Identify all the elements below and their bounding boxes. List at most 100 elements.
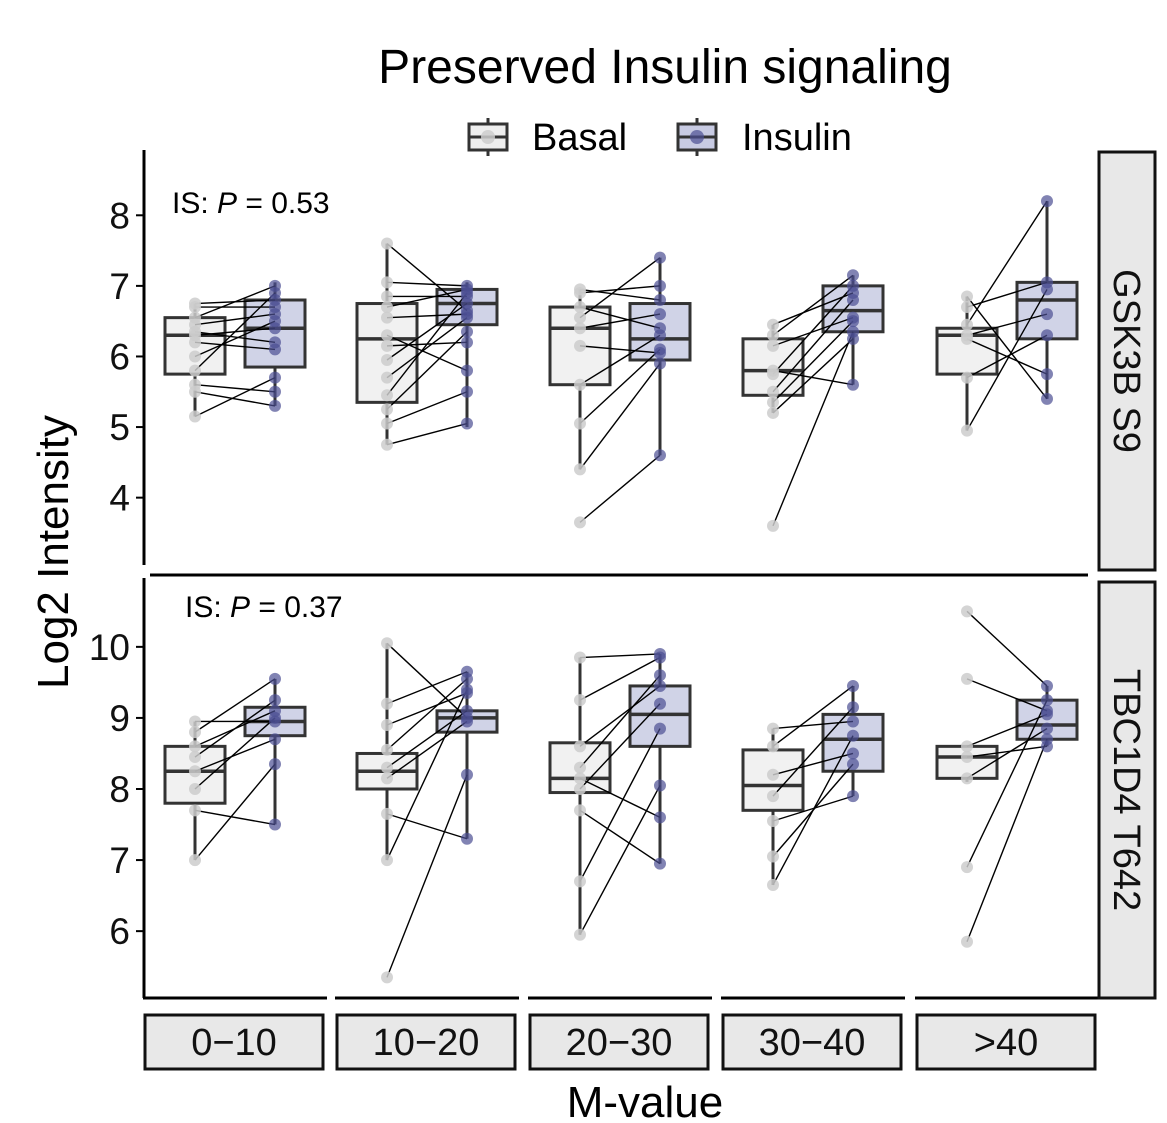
basal-point <box>574 783 586 795</box>
insulin-point <box>269 672 281 685</box>
basal-point <box>767 850 779 863</box>
facet-strip-col-label: 30−40 <box>759 1022 866 1064</box>
insulin-point <box>1041 679 1053 692</box>
basal-point <box>574 875 586 888</box>
basal-point <box>189 783 201 795</box>
insulin-box <box>628 684 692 748</box>
facet-strip-col <box>335 1013 517 1071</box>
facet-strip-col-label: 0−10 <box>191 1022 277 1064</box>
basal-point <box>767 722 779 735</box>
facet-strip-col <box>528 1013 710 1071</box>
insulin-point <box>847 378 859 391</box>
pair-line <box>386 720 468 779</box>
pair-line <box>772 685 854 747</box>
pair-line <box>772 331 854 527</box>
pair-line <box>966 296 1048 400</box>
y-axis-label: Log2 Intensity <box>29 415 78 689</box>
basal-point <box>767 406 779 419</box>
basal-point <box>767 878 779 891</box>
insulin-point <box>1041 329 1053 342</box>
pair-line <box>579 334 661 386</box>
basal-point <box>189 854 201 867</box>
legend-insulin-label: Insulin <box>742 117 852 159</box>
insulin-point <box>269 399 281 412</box>
basal-point <box>381 329 393 342</box>
pair-line <box>194 320 276 358</box>
basal-point <box>574 516 586 529</box>
legend-item-basal: Basal <box>467 117 627 159</box>
basal-point <box>189 378 201 391</box>
pair-line <box>386 689 468 861</box>
insulin-point <box>654 669 666 682</box>
basal-point <box>961 290 973 303</box>
basal-point <box>381 854 393 867</box>
pair-line <box>966 610 1048 687</box>
insulin-point <box>654 449 666 462</box>
insulin-point <box>1041 195 1053 208</box>
pair-line <box>579 674 661 769</box>
basal-point <box>381 339 393 352</box>
legend-insulin-point <box>690 130 704 144</box>
pair-line <box>386 774 468 978</box>
insulin-point <box>461 832 473 845</box>
insulin-point <box>847 679 859 692</box>
pair-line <box>772 292 854 326</box>
pair-line <box>386 288 468 308</box>
basal-point <box>189 765 201 778</box>
insulin-point <box>847 747 859 760</box>
basal-point <box>381 743 393 756</box>
basal-point <box>189 311 201 324</box>
insulin-point <box>461 336 473 349</box>
insulin-point <box>654 647 666 660</box>
plot-area: 4 5 6 7 8 GSK3B S9 IS: P = 0.53 6 7 8 9 10 TBC1D4 T6… <box>89 150 1157 1071</box>
pair-line <box>194 391 276 407</box>
pair-line <box>579 454 661 523</box>
insulin-point <box>654 722 666 735</box>
pair-line <box>386 422 468 446</box>
y-tick-label: 10 <box>89 627 130 668</box>
insulin-point <box>654 357 666 370</box>
pair-line <box>966 281 1048 308</box>
pair-line <box>386 813 468 840</box>
basal-point <box>767 339 779 352</box>
legend-item-insulin: Insulin <box>676 117 852 159</box>
y-tick-label: 6 <box>109 336 130 377</box>
pair-line <box>772 369 854 386</box>
pair-line <box>772 752 854 776</box>
facet-strip-col <box>915 1013 1097 1071</box>
insulin-point <box>461 385 473 398</box>
pair-line <box>579 777 661 819</box>
basal-point <box>767 814 779 827</box>
insulin-point <box>847 286 859 299</box>
pair-line <box>386 692 468 726</box>
insulin-point <box>269 294 281 306</box>
pair-line <box>194 313 276 326</box>
insulin-point <box>269 385 281 398</box>
basal-point <box>574 283 586 296</box>
insulin-point <box>269 694 281 707</box>
basal-point <box>381 719 393 732</box>
y-tick-label: 7 <box>109 840 130 881</box>
pair-line <box>772 274 854 336</box>
basal-point <box>961 318 973 331</box>
pair-line <box>579 288 661 301</box>
basal-point <box>381 971 393 984</box>
pair-line <box>386 391 468 425</box>
basal-point <box>767 329 779 342</box>
basal-point <box>961 861 973 874</box>
x-axis-label: M-value <box>567 1078 724 1123</box>
pair-line <box>386 341 468 347</box>
pair-line <box>579 363 661 470</box>
y-tick-label: 7 <box>109 266 130 307</box>
basal-point <box>381 389 393 402</box>
pair-line <box>772 338 854 414</box>
insulin-point <box>654 697 666 710</box>
insulin-point <box>269 279 281 292</box>
basal-point <box>381 761 393 774</box>
insulin-point <box>1041 740 1053 753</box>
basal-point <box>381 354 393 366</box>
insulin-point <box>461 665 473 678</box>
pair-line <box>772 795 854 822</box>
basal-point <box>961 371 973 384</box>
basal-point <box>574 417 586 430</box>
